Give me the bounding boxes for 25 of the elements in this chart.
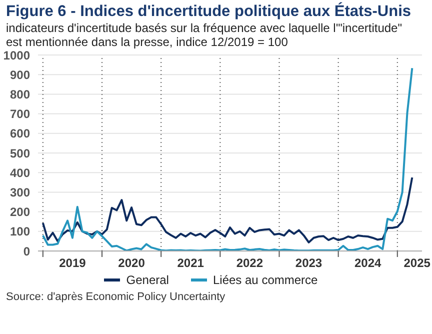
chart-subtitle: indicateurs d'incertitude basés sur la fréquence avec laquelle l'"incertitude" est mentionnée dans la presse, indice 12/2019 = 100 — [5, 21, 403, 49]
y-tick-label: 500 — [10, 146, 30, 160]
y-tick-label: 300 — [10, 185, 30, 200]
line-series — [42, 176, 414, 244]
y-tick-label: 0 — [23, 244, 30, 258]
y-tick-label: 1000 — [3, 48, 30, 62]
legend-label: Liées au commerce — [212, 273, 318, 287]
y-tick-label: 600 — [10, 126, 30, 141]
y-tick-label: 700 — [10, 107, 30, 122]
y-tick-label: 900 — [10, 68, 30, 82]
x-tick-label: 2025 — [404, 256, 431, 270]
y-tick-label: 200 — [10, 205, 30, 220]
x-tick-label: 2021 — [177, 256, 204, 270]
line-series — [42, 67, 414, 251]
y-tick-label: 800 — [10, 87, 30, 102]
x-tick-label: 2022 — [236, 256, 264, 270]
x-tick-label: 2023 — [295, 256, 322, 270]
y-tick-label: 400 — [10, 166, 30, 180]
source-note: Source: d'après Economic Policy Uncertainty — [5, 290, 226, 303]
y-tick-label: 100 — [10, 224, 30, 239]
x-tick-label: 2020 — [118, 256, 146, 270]
x-tick-label: 2019 — [59, 256, 86, 270]
legend-label: General — [125, 273, 169, 287]
x-tick-label: 2024 — [354, 256, 382, 270]
chart-title: Figure 6 - Indices d'incertitude politique aux États-Unis — [5, 1, 412, 21]
